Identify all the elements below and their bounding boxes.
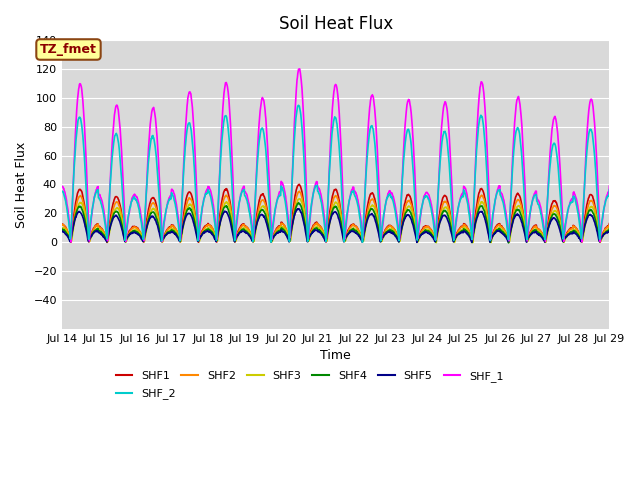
SHF_1	[493, 190, 500, 195]
SHF_2	[605, 187, 613, 192]
SHF4	[180, 220, 188, 226]
SHF5	[180, 220, 188, 226]
SHF1	[58, 221, 66, 227]
SHF5	[493, 228, 500, 234]
SHF2	[605, 222, 613, 228]
SHF5	[541, 238, 549, 243]
SHF5	[166, 229, 174, 235]
SHF2	[58, 222, 66, 228]
SHF_2	[58, 189, 66, 194]
SHF2	[180, 216, 188, 222]
SHF_1	[67, 239, 75, 245]
SHF1	[241, 223, 249, 229]
SHF4	[605, 226, 613, 232]
SHF1	[605, 221, 613, 227]
SHF5	[413, 240, 420, 245]
Title: Soil Heat Flux: Soil Heat Flux	[278, 15, 393, 33]
Line: SHF5: SHF5	[62, 209, 609, 242]
SHF1	[493, 223, 500, 228]
Y-axis label: Soil Heat Flux: Soil Heat Flux	[15, 141, 28, 228]
SHF5	[605, 228, 613, 233]
SHF3	[296, 196, 303, 202]
SHF1	[541, 239, 549, 244]
Line: SHF4: SHF4	[62, 203, 609, 243]
SHF4	[58, 226, 66, 232]
SHF3	[541, 237, 549, 243]
SHF_1	[58, 183, 66, 189]
SHF1	[421, 223, 429, 229]
X-axis label: Time: Time	[320, 349, 351, 362]
SHF_2	[421, 193, 429, 199]
SHF2	[596, 240, 604, 245]
SHF5	[421, 229, 429, 235]
SHF_2	[358, 239, 366, 245]
SHF_2	[541, 237, 549, 242]
SHF5	[58, 228, 66, 234]
SHF5	[294, 206, 301, 212]
SHF3	[605, 225, 613, 231]
SHF1	[296, 181, 303, 187]
Line: SHF3: SHF3	[62, 199, 609, 243]
SHF3	[421, 227, 429, 233]
SHF_1	[421, 192, 429, 197]
SHF_2	[166, 196, 174, 202]
SHF4	[166, 228, 174, 234]
SHF1	[180, 209, 188, 215]
SHF1	[103, 240, 111, 245]
SHF_1	[605, 183, 613, 189]
SHF3	[166, 228, 174, 234]
Legend: SHF_2: SHF_2	[111, 384, 180, 404]
SHF4	[421, 228, 429, 234]
SHF_1	[296, 66, 303, 72]
SHF4	[541, 239, 549, 245]
SHF_2	[493, 191, 500, 196]
Line: SHF2: SHF2	[62, 191, 609, 242]
SHF_2	[241, 193, 249, 199]
SHF4	[493, 228, 500, 233]
Line: SHF1: SHF1	[62, 184, 609, 242]
SHF2	[241, 224, 249, 229]
SHF3	[58, 225, 66, 231]
SHF2	[166, 225, 174, 230]
SHF3	[180, 221, 188, 227]
SHF_2	[180, 168, 188, 174]
SHF4	[505, 240, 513, 246]
SHF3	[433, 240, 440, 246]
SHF4	[241, 228, 249, 233]
SHF1	[167, 224, 175, 230]
SHF3	[241, 227, 249, 233]
SHF2	[421, 225, 429, 231]
SHF2	[296, 188, 303, 194]
SHF5	[241, 229, 249, 235]
SHF2	[541, 237, 548, 242]
SHF2	[493, 225, 500, 230]
SHF_1	[167, 192, 175, 198]
SHF4	[294, 200, 302, 206]
Line: SHF_1: SHF_1	[62, 69, 609, 242]
Text: TZ_fmet: TZ_fmet	[40, 43, 97, 56]
SHF_1	[541, 234, 549, 240]
Line: SHF_2: SHF_2	[62, 105, 609, 242]
SHF_1	[241, 189, 249, 195]
SHF_2	[294, 102, 302, 108]
SHF3	[493, 227, 500, 232]
SHF_1	[180, 155, 188, 160]
